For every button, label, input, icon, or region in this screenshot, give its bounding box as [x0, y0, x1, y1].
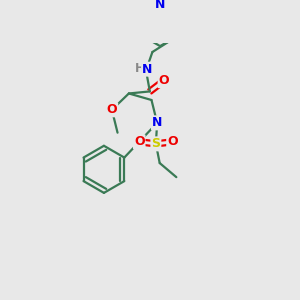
Text: N: N [152, 116, 162, 129]
Text: H: H [135, 62, 145, 75]
Text: S: S [152, 137, 160, 150]
Text: O: O [159, 74, 169, 87]
Text: N: N [142, 63, 152, 76]
Text: O: O [134, 135, 145, 148]
Text: O: O [167, 135, 178, 148]
Text: N: N [155, 0, 165, 11]
Text: O: O [106, 103, 117, 116]
